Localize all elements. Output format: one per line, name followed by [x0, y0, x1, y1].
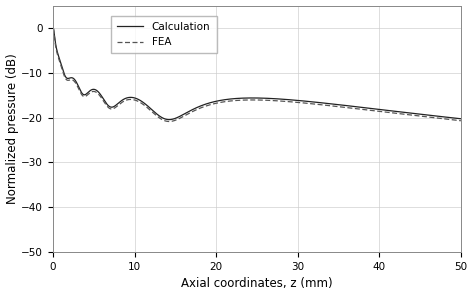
FEA — [166, 120, 172, 123]
FEA — [51, 26, 56, 30]
Calculation — [97, 92, 103, 95]
Calculation — [51, 26, 56, 30]
Calculation — [225, 98, 230, 101]
Line: Calculation: Calculation — [53, 28, 461, 120]
Calculation — [406, 111, 412, 115]
FEA — [207, 103, 212, 107]
Calculation — [166, 118, 172, 121]
Calculation — [458, 117, 464, 120]
FEA — [406, 113, 412, 117]
Line: FEA: FEA — [53, 28, 461, 121]
FEA — [225, 99, 230, 103]
Calculation — [207, 101, 212, 104]
FEA — [450, 118, 456, 122]
Calculation — [450, 116, 456, 120]
Calculation — [121, 97, 127, 101]
Y-axis label: Normalized pressure (dB): Normalized pressure (dB) — [6, 54, 18, 204]
FEA — [458, 119, 464, 123]
X-axis label: Axial coordinates, z (mm): Axial coordinates, z (mm) — [181, 277, 333, 290]
Legend: Calculation, FEA: Calculation, FEA — [111, 16, 217, 53]
FEA — [121, 99, 127, 103]
FEA — [97, 94, 103, 97]
